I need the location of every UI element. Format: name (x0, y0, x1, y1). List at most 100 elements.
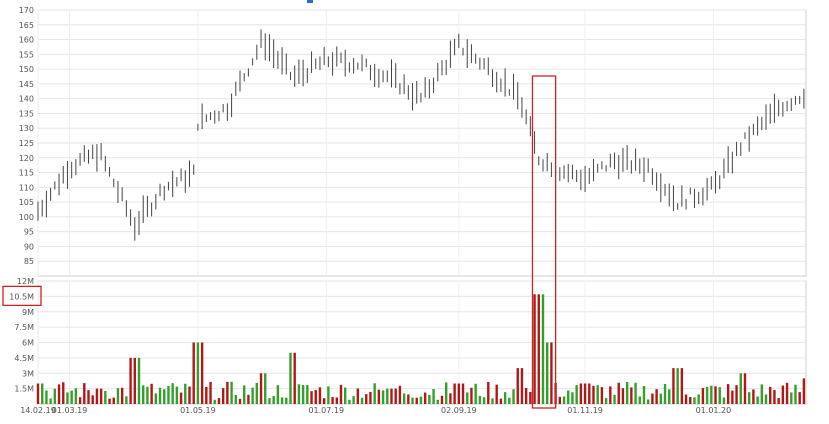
volume-bar (188, 386, 191, 404)
volume-bar (600, 387, 604, 404)
volume-bar (49, 398, 52, 404)
price-tick-label: 105 (19, 198, 34, 207)
volume-bar (714, 386, 717, 404)
price-tick-label: 130 (19, 124, 34, 133)
volume-bar (280, 397, 284, 404)
tick-highlight-box (2, 285, 42, 307)
volume-bar (104, 390, 107, 404)
volume-bar (731, 390, 734, 404)
volume-bar (802, 378, 806, 404)
volume-bar (167, 386, 170, 404)
price-tick-label: 145 (19, 80, 34, 89)
volume-bar (529, 391, 532, 404)
volume-bar (108, 398, 111, 404)
volume-bar (684, 394, 688, 404)
volume-tick-label: 3M (22, 369, 34, 378)
volume-bar (444, 382, 448, 404)
volume-bar (78, 397, 82, 404)
volume-bar (133, 357, 136, 404)
volume-bar (689, 397, 692, 404)
volume-bar (318, 387, 322, 404)
volume-bar (272, 395, 275, 404)
volume-tick-label: 9M (22, 308, 34, 317)
volume-bar (175, 386, 179, 404)
volume-bar (760, 384, 764, 404)
price-tick-label: 160 (19, 36, 34, 45)
volume-bar (394, 388, 397, 404)
price-tick-label: 90 (24, 242, 34, 251)
volume-bar (163, 389, 166, 404)
price-tick-label: 165 (19, 21, 34, 30)
price-tick-label: 100 (19, 213, 34, 222)
volume-bar (718, 387, 721, 404)
volume-bar (558, 396, 562, 404)
volume-bar (407, 394, 410, 404)
volume-bar (53, 388, 57, 404)
volume-bar (142, 385, 145, 404)
volume-bar (209, 381, 212, 404)
volume-bar (87, 390, 90, 404)
price-tick-label: 150 (19, 65, 34, 74)
price-tick-label: 115 (19, 169, 34, 178)
volume-bar (36, 383, 40, 404)
volume-bar (752, 389, 755, 404)
volume-bar (243, 385, 246, 404)
volume-bar (129, 357, 132, 404)
volume-bar (348, 399, 351, 404)
price-tick-label: 125 (19, 139, 34, 148)
volume-bar (634, 382, 637, 404)
volume-bar (663, 383, 667, 404)
volume-bar (604, 398, 608, 404)
volume-bar (205, 386, 208, 404)
volume-bar (268, 398, 271, 404)
volume-bar (777, 398, 780, 404)
volume-bar (419, 396, 423, 404)
volume-bar (545, 342, 549, 404)
volume-bar (91, 395, 94, 404)
volume-bar (344, 387, 347, 404)
volume-bar (617, 382, 620, 404)
x-tick-label: 01.01.20 (696, 406, 732, 415)
volume-bar (423, 392, 427, 404)
volume-bar (537, 294, 540, 404)
volume-bar (672, 368, 675, 404)
price-tick-label: 85 (24, 257, 34, 266)
volume-bar (701, 388, 705, 404)
volume-bar (369, 391, 372, 404)
volume-bar (335, 397, 338, 404)
volume-bar (62, 382, 65, 404)
volume-bar (785, 382, 789, 404)
volume-bar (625, 382, 629, 404)
volume-bar (112, 397, 115, 404)
volume-bar (339, 384, 343, 404)
volume-bar (583, 383, 587, 404)
volume-bar (491, 398, 494, 404)
volume-bar (83, 383, 86, 404)
volume-bar (41, 383, 44, 404)
volume-bar (722, 397, 726, 404)
volume-bar (171, 383, 174, 404)
volume-bar (377, 389, 381, 404)
volume-bar (276, 385, 280, 404)
highlight-box (531, 75, 557, 409)
highlights (2, 0, 557, 409)
volume-bar (550, 342, 553, 404)
volume-bar (520, 368, 524, 404)
volume-bar (411, 397, 414, 404)
volume-bar (238, 398, 242, 404)
volume-bar (592, 385, 595, 404)
x-tick-label: 01.03.19 (52, 406, 88, 415)
volume-bar (596, 385, 599, 404)
volume-bar (781, 385, 785, 404)
volume-bar (95, 388, 99, 404)
volume-bar (512, 389, 515, 404)
volume-bar (213, 399, 216, 404)
volume-bar (470, 387, 473, 404)
volume-bar (217, 398, 221, 404)
volume-bar (693, 397, 696, 404)
volume-bar (314, 390, 317, 404)
volume-bar (524, 388, 528, 404)
volume-bar (735, 385, 738, 404)
volume-bar (773, 390, 776, 404)
